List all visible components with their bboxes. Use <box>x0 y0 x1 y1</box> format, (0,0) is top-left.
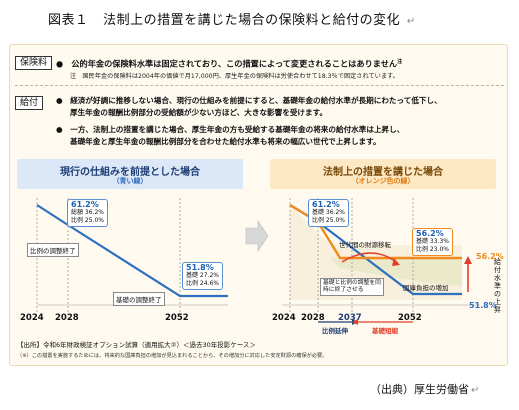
right-start-bubble: 61.2% 基礎 36.2% 比例 25.0% <box>308 199 349 227</box>
right-chart-title: 法制上の措置を講じた場合 <box>323 167 443 178</box>
premium-note-mark: 注 <box>397 59 403 65</box>
return-mark: ↵ <box>406 16 416 27</box>
left-end-line2: 比例 24.6% <box>186 280 219 287</box>
right-label-adjust: 基礎と比例の調整を同時に終了させる <box>320 278 384 296</box>
right-start-line1: 基礎 36.2% <box>312 209 345 216</box>
source-text: （出典）厚生労働省 ↵ <box>370 381 479 397</box>
right-end-bubble: 56.2% 基礎 33.3% 比例 23.0% <box>412 228 453 256</box>
figure-title: 図表１ 法制上の措置を講じた場合の保険料と給付の変化 ↵ <box>48 9 416 28</box>
right-chart-subtitle: （オレンジ色の線） <box>351 177 415 185</box>
shorten-label: 基礎短縮 <box>372 327 398 335</box>
source-label: （出典）厚生労働省 <box>370 383 469 396</box>
left-start-line2: 比例 25.0% <box>71 217 104 224</box>
source-return-mark: ↵ <box>471 385 480 396</box>
premium-tag: 保険料 <box>15 56 53 70</box>
right-start-line2: 比例 25.0% <box>312 217 345 224</box>
right-chart-header: 法制上の措置を講じた場合 （オレンジ色の線） <box>270 159 496 189</box>
left-end-bubble: 51.8% 基礎 27.2% 比例 24.6% <box>182 262 223 290</box>
right-basic-area <box>290 205 462 300</box>
left-end-total: 51.8% <box>186 263 214 272</box>
footer-source-line: 【出所】令和6年財政検証オプション試算（適用拡大②）＜過去30年投影ケース＞ <box>17 341 256 349</box>
right-year-2052: 2052 <box>398 313 422 323</box>
right-start-total: 61.2% <box>312 200 340 209</box>
left-label-basic: 基礎の調整終了 <box>113 292 165 306</box>
left-blue-line <box>36 204 228 298</box>
left-chart-header: 現行の仕組みを前提とした場合 （青い線） <box>17 159 243 189</box>
premium-note: 注 国民年金の保険料は2004年の価値で月17,000円、厚生年金の保険料は労使… <box>70 73 399 80</box>
transfer-arrow <box>341 252 397 263</box>
premium-bullet: ● 公的年金の保険料水準は固定されており、この措置によって変更されることはありま… <box>56 57 402 69</box>
left-chart-title: 現行の仕組みを前提とした場合 <box>60 167 200 178</box>
benefit-tag: 給付 <box>15 96 44 110</box>
footer-note-line: （※）この措置を実施するためには、将来的な国庫負担の増加が見込まれることから、そ… <box>17 353 328 359</box>
right-label-transfer: 世代間の財源移転 <box>339 241 391 249</box>
right-year-2024: 2024 <box>272 313 296 323</box>
left-start-line1: 総額 36.2% <box>71 209 104 216</box>
right-orange-line <box>289 203 462 260</box>
left-year-2024: 2024 <box>20 313 44 323</box>
extend-label: 比例延伸 <box>322 327 348 335</box>
right-end-line2: 比例 23.0% <box>416 246 449 253</box>
transfer-arrowhead <box>392 258 400 266</box>
right-year-2037: 2037 <box>338 313 362 323</box>
figure-title-text: 法制上の措置を講じた場合の保険料と給付の変化 <box>103 13 401 28</box>
left-start-bubble: 61.2% 総額 36.2% 比例 25.0% <box>67 199 108 227</box>
right-label-burden: 国庫負担の増加 <box>403 284 449 292</box>
right-axis-label: 給付水準の上昇 <box>494 258 501 314</box>
benefit-bullet1-line2: 厚生年金の報酬比例部分の受給額が少ない方ほど、大きな影響を受けます。 <box>70 108 328 117</box>
premium-bullet-text: ● 公的年金の保険料水準は固定されており、この措置によって変更されることはありま… <box>56 58 398 69</box>
section-divider <box>15 85 504 86</box>
figure-number: 図表１ <box>48 13 89 28</box>
right-end-total: 56.2% <box>416 229 444 238</box>
right-value-blue: 51.8% <box>469 301 497 310</box>
left-chart-subtitle: （青い線） <box>112 177 148 185</box>
left-end-line1: 基礎 27.2% <box>186 272 219 279</box>
left-year-2052: 2052 <box>165 313 189 323</box>
left-year-2028: 2028 <box>55 313 79 323</box>
right-end-line1: 基礎 33.3% <box>416 238 449 245</box>
benefit-bullet1-line1: ● 経済が好調に推移しない場合、現行の仕組みを前提にすると、基礎年金の給付水準が… <box>56 96 442 105</box>
right-chart <box>282 198 480 325</box>
right-year-2028: 2028 <box>301 313 325 323</box>
transition-arrow <box>245 220 269 252</box>
benefit-bullet2-line1: ● 一方、法制上の措置を講じた場合、厚生年金の方も受給する基礎年金の将来の給付水… <box>56 125 405 134</box>
increase-arrowhead <box>464 256 472 264</box>
left-label-proportional: 比例の調整終了 <box>27 243 79 257</box>
right-value-orange: 56.2% <box>476 252 504 261</box>
benefit-bullet2-line2: 基礎年金と厚生年金の報酬比例部分を合わせた給付水準も将来の幅広い世代で上昇します… <box>70 137 381 146</box>
left-start-total: 61.2% <box>71 200 99 209</box>
